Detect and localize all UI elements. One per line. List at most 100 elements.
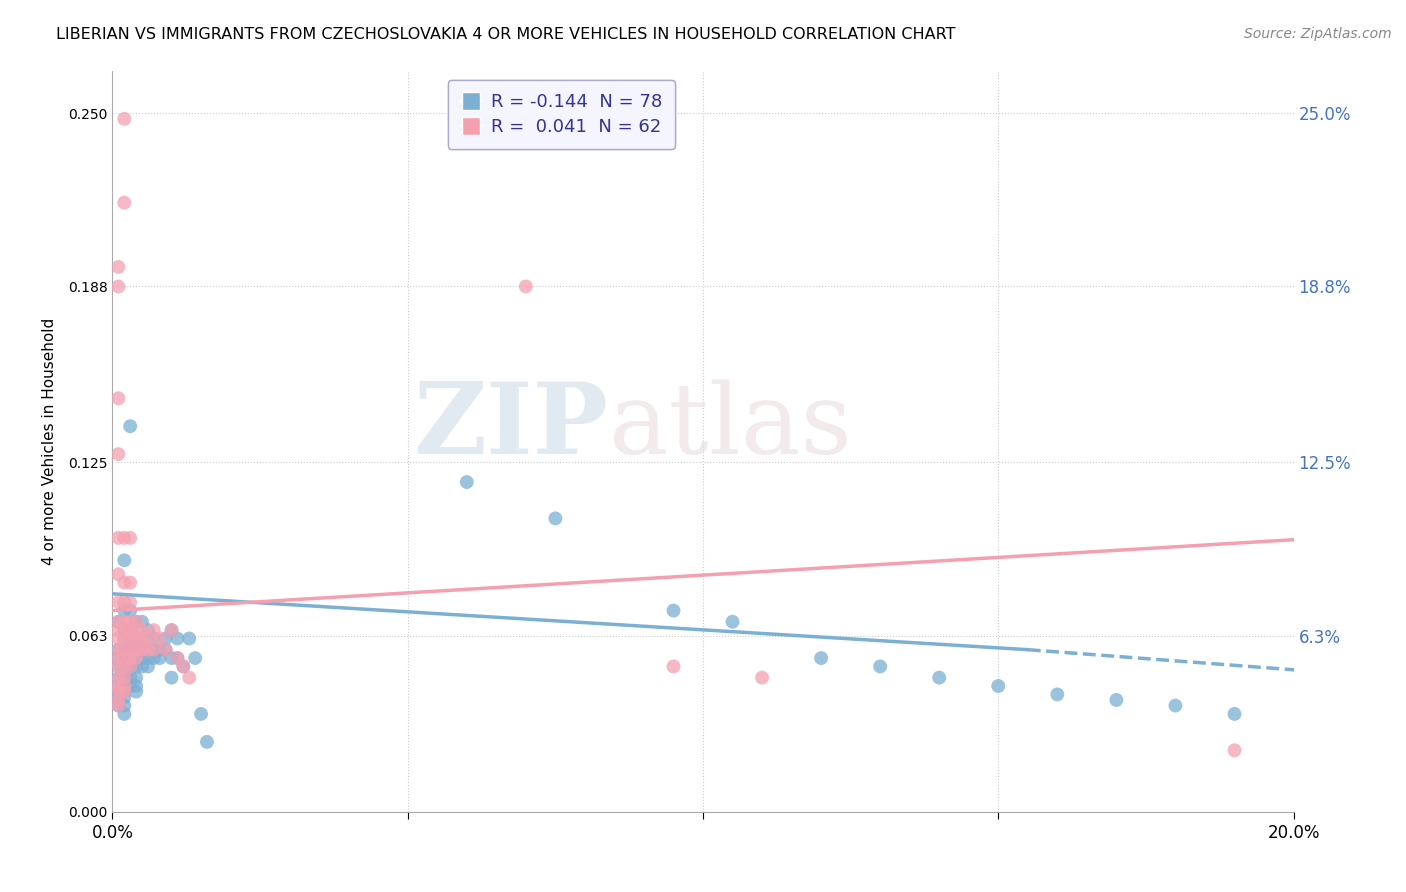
Point: [125, 679, 148, 693]
Point: [131, 659, 153, 673]
Point: [160, 671, 183, 685]
Point: [928, 671, 950, 685]
Point: [125, 623, 148, 637]
Point: [131, 615, 153, 629]
Point: [751, 671, 773, 685]
Point: [107, 642, 129, 657]
Point: [120, 603, 142, 617]
Point: [107, 698, 129, 713]
Point: [142, 651, 165, 665]
Point: [107, 679, 129, 693]
Point: [112, 679, 135, 693]
Point: [172, 659, 194, 673]
Point: [112, 690, 135, 705]
Point: [120, 679, 142, 693]
Point: [112, 651, 135, 665]
Point: [120, 671, 142, 685]
Point: [184, 651, 207, 665]
Point: [107, 642, 129, 657]
Point: [1164, 698, 1187, 713]
Point: [120, 651, 142, 665]
Point: [160, 623, 183, 637]
Point: [120, 659, 142, 673]
Point: [160, 651, 183, 665]
Point: [120, 623, 142, 637]
Point: [155, 642, 177, 657]
Point: [166, 632, 188, 646]
Point: [107, 684, 129, 698]
Point: [107, 693, 129, 707]
Point: [107, 671, 129, 685]
Point: [112, 659, 135, 673]
Point: [142, 632, 165, 646]
Point: [721, 615, 744, 629]
Point: [125, 632, 148, 646]
Point: [112, 531, 135, 545]
Text: Source: ZipAtlas.com: Source: ZipAtlas.com: [1244, 27, 1392, 41]
Point: [120, 632, 142, 646]
Point: [107, 632, 129, 646]
Point: [107, 531, 129, 545]
Point: [120, 651, 142, 665]
Point: [125, 659, 148, 673]
Point: [107, 659, 129, 673]
Point: [112, 195, 135, 210]
Point: [112, 603, 135, 617]
Point: [107, 595, 129, 609]
Point: [125, 651, 148, 665]
Point: [112, 671, 135, 685]
Point: [107, 679, 129, 693]
Point: [120, 642, 142, 657]
Point: [112, 671, 135, 685]
Point: [112, 679, 135, 693]
Legend: R = -0.144  N = 78, R =  0.041  N = 62: R = -0.144 N = 78, R = 0.041 N = 62: [447, 80, 675, 149]
Point: [544, 511, 567, 525]
Point: [120, 642, 142, 657]
Point: [112, 684, 135, 698]
Point: [125, 642, 148, 657]
Point: [120, 615, 142, 629]
Point: [131, 642, 153, 657]
Point: [107, 671, 129, 685]
Point: [166, 651, 188, 665]
Point: [112, 575, 135, 590]
Point: [112, 698, 135, 713]
Point: [107, 651, 129, 665]
Point: [195, 735, 218, 749]
Point: [107, 615, 129, 629]
Point: [1223, 706, 1246, 721]
Y-axis label: 4 or more Vehicles in Household: 4 or more Vehicles in Household: [42, 318, 56, 566]
Point: [120, 623, 142, 637]
Point: [166, 651, 188, 665]
Point: [179, 632, 201, 646]
Point: [107, 260, 129, 274]
Point: [107, 659, 129, 673]
Point: [456, 475, 478, 489]
Point: [136, 651, 159, 665]
Point: [107, 684, 129, 698]
Point: [142, 642, 165, 657]
Point: [515, 279, 537, 293]
Point: [120, 419, 142, 434]
Point: [107, 690, 129, 705]
Point: [149, 651, 172, 665]
Point: [810, 651, 832, 665]
Point: [160, 623, 183, 637]
Point: [1223, 743, 1246, 757]
Point: [107, 447, 129, 461]
Point: [125, 651, 148, 665]
Point: [112, 553, 135, 567]
Point: [107, 651, 129, 665]
Point: [125, 615, 148, 629]
Point: [662, 659, 685, 673]
Point: [125, 642, 148, 657]
Point: [179, 671, 201, 685]
Point: [142, 642, 165, 657]
Point: [112, 642, 135, 657]
Point: [120, 575, 142, 590]
Point: [136, 659, 159, 673]
Point: [112, 642, 135, 657]
Point: [125, 615, 148, 629]
Point: [131, 651, 153, 665]
Point: [662, 603, 685, 617]
